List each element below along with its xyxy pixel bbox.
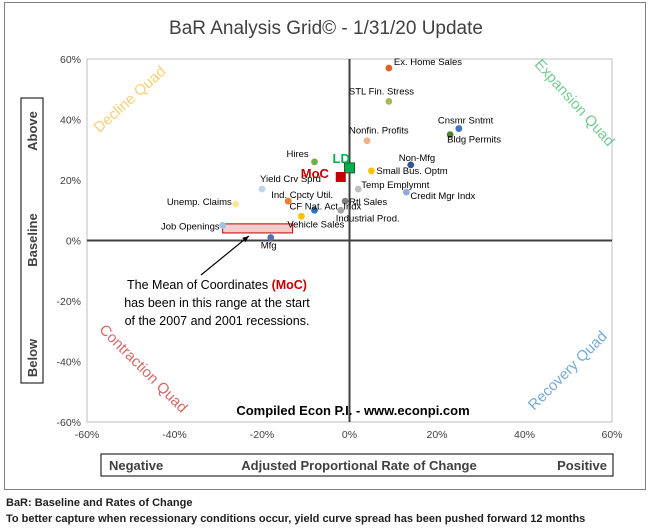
data-point-label: Unemp. Claims <box>167 197 232 208</box>
data-point <box>446 131 454 139</box>
x-axis-label-box <box>100 453 614 477</box>
x-axis-label-right: Positive <box>557 458 607 473</box>
data-point <box>284 197 292 205</box>
y-tick-label: -20% <box>56 296 81 308</box>
y-axis-label-bottom: Below <box>25 338 40 377</box>
data-point-label: Non-Mfg <box>399 153 435 164</box>
y-tick-label: 20% <box>60 175 81 187</box>
quadrant-label-contraction: Contraction Quad <box>96 321 191 416</box>
data-point <box>311 158 318 166</box>
moc-range-bar <box>222 223 294 234</box>
data-point <box>407 161 415 169</box>
x-tick-label: -40% <box>162 429 187 441</box>
data-point <box>402 188 410 196</box>
annotation-arrow-head <box>242 235 249 243</box>
data-point <box>337 206 345 214</box>
x-tick-label: 20% <box>426 429 447 441</box>
data-point-label: STL Fin. Stress <box>349 86 414 97</box>
data-point-label: Hires <box>287 149 309 160</box>
data-point-label: Ex. Home Sales <box>394 57 462 68</box>
y-axis-label-center: Baseline <box>25 213 40 266</box>
data-point <box>341 197 349 205</box>
data-point <box>363 137 371 145</box>
x-tick-label: 40% <box>514 429 535 441</box>
data-point <box>297 212 305 220</box>
data-point-label: Cnsmr Sntmt <box>438 116 494 127</box>
y-tick-label: 60% <box>60 54 81 66</box>
quadrant-label-recovery: Recovery Quad <box>525 328 611 414</box>
data-point-label: Industrial Prod. <box>336 213 400 224</box>
x-tick-label: -20% <box>250 429 275 441</box>
bar-analysis-chart: BaR Analysis Grid© - 1/31/20 Update 60% 40… <box>20 18 623 477</box>
x-tick-label: -60% <box>75 429 100 441</box>
y-tick-label: -60% <box>56 417 81 429</box>
data-point <box>267 234 275 241</box>
data-point <box>311 206 318 214</box>
data-point-label: Job Openings <box>161 221 220 232</box>
data-point-label: Nonfin. Profits <box>349 126 409 137</box>
data-point-label: Rtl Sales <box>349 197 387 208</box>
annotation-text: The Mean of Coordinates (MoC) <box>127 278 307 292</box>
ld-label: LD <box>333 151 350 166</box>
data-point <box>232 200 240 208</box>
watermark-text: Compiled Econ P.I. - www.econpi.com <box>236 403 469 418</box>
chart-frame: BaR Analysis Grid© - 1/31/20 Update 60% 40… <box>4 2 646 490</box>
data-point-label: Vehicle Sales <box>287 219 344 230</box>
data-point <box>367 167 375 175</box>
moc-marker <box>335 171 346 182</box>
data-point-label: CF Nat. Act. Indx <box>290 201 362 212</box>
annotation-text: of the 2007 and 2001 recessions. <box>125 314 310 328</box>
annotation-arrow <box>200 235 250 276</box>
data-point <box>354 185 362 193</box>
x-axis-label-center: Adjusted Proportional Rate of Change <box>241 458 476 473</box>
annotation-text: has been in this range at the start <box>124 296 310 310</box>
y-tick-label: 0% <box>66 236 81 248</box>
footer-definition: BaR: Baseline and Rates of Change <box>6 497 193 509</box>
data-point-label: Small Bus. Optm <box>376 166 447 177</box>
y-tick-label: 40% <box>60 115 81 127</box>
data-point-label: Ind. Cpcty Util. <box>271 190 333 201</box>
data-point-label: Bldg Permits <box>447 135 501 146</box>
y-axis-label-box <box>20 97 44 384</box>
footer-note: To better capture when recessionary cond… <box>6 513 586 525</box>
x-axis-label-left: Negative <box>109 458 163 473</box>
y-axis-label-top: Above <box>25 111 40 151</box>
quadrant-label-expansion: Expansion Quad <box>531 56 618 150</box>
data-point <box>385 97 393 105</box>
quadrant-label-decline: Decline Quad <box>91 63 170 136</box>
data-point-label: Yield Crv Sprd <box>260 174 321 185</box>
y-tick-label: -40% <box>56 357 81 369</box>
data-point <box>258 185 266 193</box>
data-point-label: Temp Emplymnt <box>361 180 429 191</box>
ld-marker <box>344 162 355 174</box>
moc-label: MoC <box>301 166 330 181</box>
data-point-label: Credit Mgr Indx <box>410 191 475 202</box>
data-point-label: Mfg <box>261 240 277 251</box>
data-point <box>455 125 463 132</box>
data-point <box>219 221 227 229</box>
x-tick-label: 0% <box>342 429 357 441</box>
data-point <box>385 64 393 72</box>
chart-title: BaR Analysis Grid© - 1/31/20 Update <box>169 18 483 39</box>
x-tick-label: 60% <box>601 429 622 441</box>
